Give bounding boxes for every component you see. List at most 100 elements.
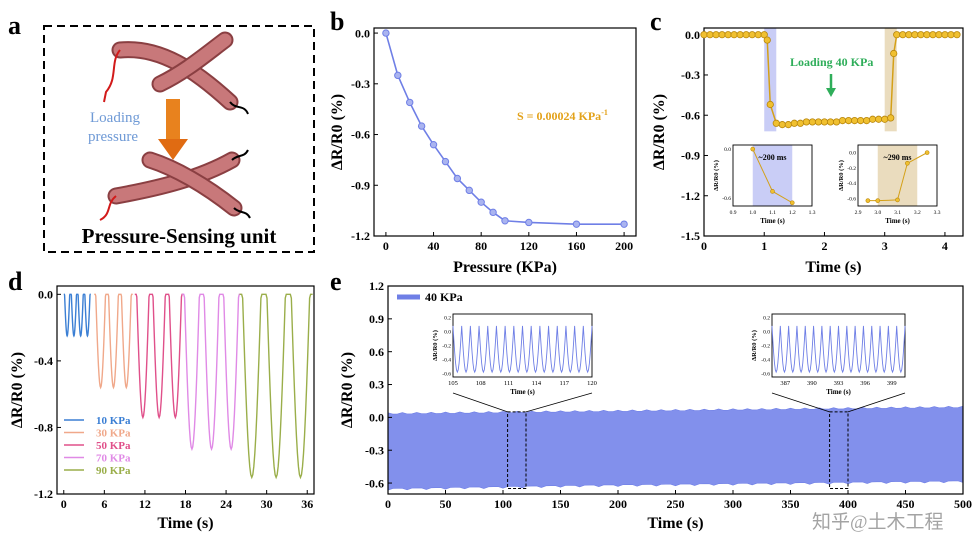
c-inset-y-tick-label: -0.6	[722, 196, 731, 202]
panel-c-letter: c	[650, 7, 662, 36]
panel-e-long-term-stability: 0 50 100 150 200 250 300 350 400 450 500 1.2 0.9 0.6 0…	[339, 279, 972, 532]
b-y-tick-label: -0.6	[351, 128, 370, 142]
c-inset-response-label: ~290 ms	[884, 153, 912, 162]
panel-b-letter: b	[330, 7, 344, 36]
fiber-cross-loaded	[99, 149, 251, 221]
e-x-tick-label: 0	[385, 497, 391, 511]
b-data-point	[382, 29, 390, 37]
pressure-sensing-unit-caption: Pressure-Sensing unit	[82, 224, 277, 248]
e-x-tick-label: 500	[954, 497, 972, 511]
c-data-point	[754, 31, 762, 39]
e-y-axis-label: ΔR/R0 (%)	[339, 352, 356, 428]
c-y-tick-label: -0.3	[681, 68, 700, 82]
c-x-tick-label: 1	[761, 239, 767, 253]
b-y-tick-label: 0.0	[355, 26, 370, 40]
e-inset-x-tick-label: 390	[807, 380, 817, 387]
e-y-tick-label: 0.0	[369, 411, 384, 425]
b-data-point	[406, 98, 414, 107]
b-data-point	[417, 122, 426, 130]
c-data-point	[706, 31, 714, 39]
d-x-tick-label: 36	[301, 497, 313, 511]
b-y-tick-label: -0.3	[351, 77, 370, 91]
d-x-tick-label: 24	[220, 497, 232, 511]
c-inset-y-tick-label: 0.0	[849, 151, 856, 157]
c-inset-x-tick-label: 3.1	[894, 210, 901, 216]
c-loading-annotation: Loading 40 KPa	[790, 55, 873, 69]
b-data-point	[465, 186, 473, 195]
b-x-axis-label: Pressure (KPa)	[453, 259, 557, 276]
e-inset-x-tick-label: 399	[887, 380, 897, 387]
e-zoom-window	[507, 411, 527, 490]
e-inset-y-tick-label: -0.2	[761, 344, 770, 350]
e-inset-y-tick-label: -0.2	[442, 344, 451, 350]
c-data-point	[766, 100, 774, 109]
c-data-point	[947, 31, 955, 39]
e-inset-y-tick-label: -0.6	[442, 372, 451, 378]
c-data-point	[832, 118, 841, 126]
panel-a: a Loading pressure Pressure-Sensing unit	[8, 11, 315, 253]
e-x-tick-label: 450	[897, 497, 915, 511]
c-inset-point	[895, 197, 900, 203]
c-data-point	[887, 114, 895, 122]
b-x-tick-label: 80	[475, 239, 487, 253]
d-x-tick-label: 18	[180, 497, 192, 511]
c-inset-point	[924, 150, 930, 155]
e-inset-y-tick-label: 0.0	[444, 330, 451, 336]
e-y-tick-label: 1.2	[369, 279, 384, 293]
c-data-point	[844, 116, 853, 125]
c-y-tick-label: 0.0	[685, 28, 700, 42]
c-inset-x-tick-label: 1.1	[769, 210, 776, 216]
c-data-point	[820, 118, 829, 126]
e-signal-band	[387, 405, 964, 491]
c-data-point	[760, 31, 768, 39]
e-inset-x-axis-label: Time (s)	[826, 388, 851, 396]
c-inset-x-tick-label: 1.0	[749, 210, 756, 216]
c-data-point	[742, 31, 750, 39]
d-x-tick-label: 30	[261, 497, 273, 511]
panel-e-letter: e	[330, 267, 342, 296]
e-inset-x-tick-label: 120	[587, 380, 597, 387]
b-data-point	[441, 157, 450, 166]
c-inset-y-axis-label: ΔR/R0 (%)	[713, 160, 720, 191]
c-inset-frame	[857, 144, 938, 207]
e-zoom-window	[829, 411, 849, 490]
c-data-point	[869, 115, 877, 123]
loading-pressure-label-line2: pressure	[88, 129, 138, 145]
e-inset-x-tick-label: 114	[532, 380, 542, 387]
c-inset-1: 0.9 1.0 1.1 1.2 1.3 0.0 -0.6 ~200 ms Time (s) ΔR/…	[713, 144, 816, 225]
d-legend-label: 50 KPa	[96, 440, 131, 452]
c-inset-x-axis-label: Time (s)	[760, 217, 785, 225]
c-inset-x-tick-label: 0.9	[730, 210, 737, 216]
c-data-point	[838, 116, 847, 125]
c-data-point	[814, 118, 823, 126]
e-inset-x-tick-label: 117	[559, 380, 569, 387]
loading-pressure-label-line1: Loading	[90, 110, 140, 126]
d-y-tick-label: -0.4	[34, 354, 53, 368]
e-inset-line	[452, 325, 593, 374]
b-data-point	[525, 218, 533, 227]
e-x-tick-label: 100	[494, 497, 512, 511]
e-inset-y-tick-label: 0.0	[763, 330, 770, 336]
e-y-tick-label: -0.3	[365, 443, 384, 457]
c-data-point	[890, 49, 898, 58]
c-data-point	[899, 31, 907, 39]
c-inset-band	[877, 145, 918, 206]
c-inset-y-tick-label: -0.6	[847, 196, 856, 202]
c-axes-frame	[703, 27, 964, 237]
c-data-point	[718, 31, 726, 39]
c-inset-point	[750, 146, 756, 152]
e-zoom-connector	[525, 392, 593, 413]
c-data-point	[881, 115, 889, 123]
e-x-tick-label: 150	[552, 497, 570, 511]
e-y-tick-label: 0.6	[369, 345, 384, 359]
c-data-point	[796, 119, 804, 127]
d-y-tick-label: -1.2	[34, 487, 53, 501]
e-y-tick-label: -0.6	[365, 476, 384, 490]
c-inset-x-axis-label: Time (s)	[885, 217, 910, 225]
c-data-point	[730, 31, 738, 39]
e-inset-y-axis-label: ΔR/R0 (%)	[432, 330, 439, 361]
d-x-tick-label: 12	[139, 497, 151, 511]
c-data-point	[772, 119, 780, 127]
e-inset-x-tick-label: 396	[860, 380, 871, 387]
b-data-point	[501, 217, 509, 225]
